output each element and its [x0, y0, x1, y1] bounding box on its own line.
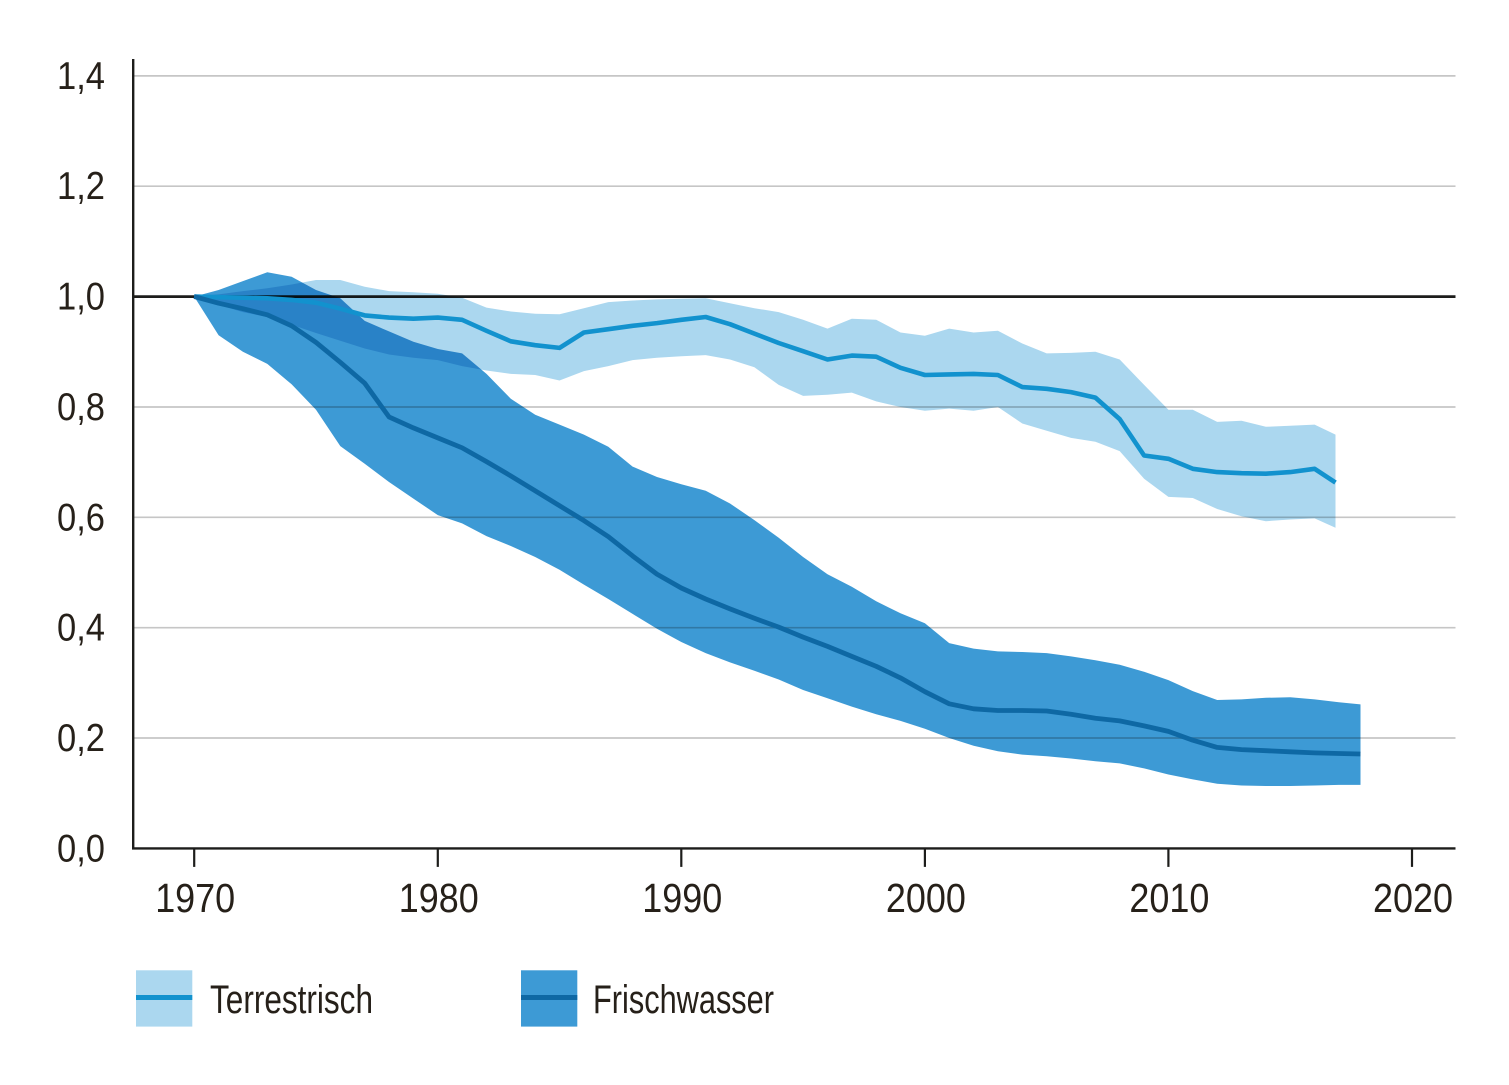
svg-text:1990: 1990	[642, 875, 722, 921]
svg-text:1980: 1980	[399, 875, 479, 921]
svg-text:0,8: 0,8	[57, 386, 105, 429]
svg-text:0,6: 0,6	[57, 496, 105, 539]
svg-text:2020: 2020	[1373, 875, 1453, 921]
svg-text:Terrestrisch: Terrestrisch	[210, 978, 373, 1022]
svg-text:0,0: 0,0	[57, 827, 105, 870]
svg-text:0,2: 0,2	[57, 717, 105, 760]
svg-text:1,0: 1,0	[57, 276, 105, 319]
svg-text:Frischwasser: Frischwasser	[593, 978, 774, 1022]
svg-text:2010: 2010	[1129, 875, 1209, 921]
svg-text:1,2: 1,2	[57, 165, 105, 208]
svg-text:1970: 1970	[155, 875, 235, 921]
svg-text:2000: 2000	[886, 875, 966, 921]
svg-text:0,4: 0,4	[57, 607, 105, 650]
svg-text:1,4: 1,4	[57, 55, 105, 98]
